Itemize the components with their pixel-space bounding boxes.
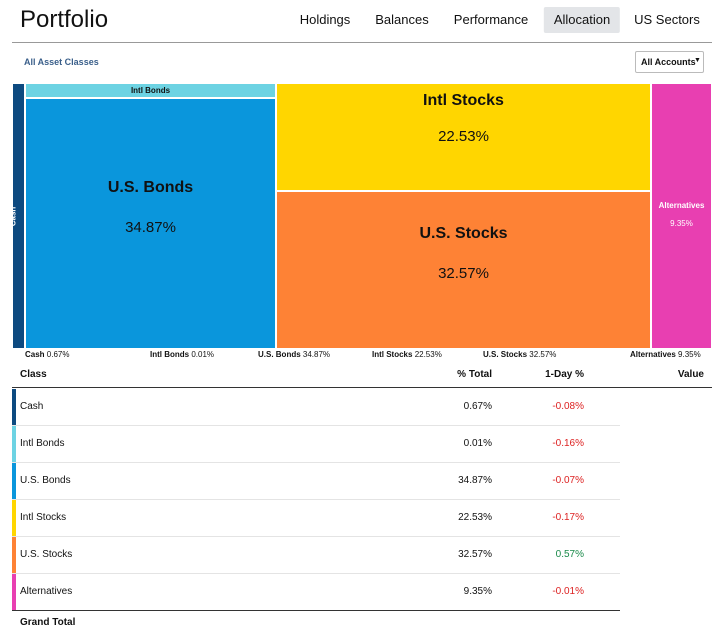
cell-class: U.S. Stocks — [20, 549, 73, 560]
legend-item: Intl Stocks 22.53% — [372, 350, 442, 359]
tile-label: Cash — [8, 206, 18, 227]
legend-value: 34.87% — [302, 350, 331, 359]
legend-name: Intl Stocks — [372, 350, 413, 359]
cell-class: Cash — [20, 401, 44, 412]
dropdown-label: All Accounts — [641, 57, 696, 67]
page-title: Portfolio — [20, 6, 109, 33]
nav-tab[interactable]: Performance — [453, 12, 529, 27]
legend-name: U.S. Bonds — [258, 350, 301, 359]
row-rule — [12, 610, 620, 611]
row-color-bar — [12, 574, 16, 610]
column-header[interactable]: Value — [677, 369, 704, 380]
cell-day-change: -0.07% — [552, 475, 584, 486]
table-rule — [12, 387, 712, 388]
cell-day-change: 0.57% — [555, 549, 584, 560]
tile-value: 34.87% — [125, 218, 176, 236]
nav-tab[interactable]: US Sectors — [634, 12, 700, 27]
legend-name: Intl Bonds — [150, 350, 190, 359]
row-rule — [12, 573, 620, 574]
cell-total: 9.35% — [463, 586, 492, 597]
row-color-bar — [12, 426, 16, 462]
nav-tab[interactable]: Allocation — [543, 7, 621, 33]
legend-value: 0.01% — [191, 350, 215, 359]
divider — [12, 42, 712, 43]
cell-day-change: -0.17% — [552, 512, 584, 523]
view-link[interactable]: All Asset Classes — [24, 57, 99, 67]
cell-day-change: -0.08% — [552, 401, 584, 412]
cell-class: Alternatives — [20, 586, 73, 597]
tile-value: 22.53% — [438, 128, 489, 145]
cell-total: 0.01% — [463, 438, 492, 449]
column-header: Class — [20, 369, 47, 380]
legend-item: Intl Bonds 0.01% — [150, 350, 214, 359]
column-header[interactable]: % Total — [457, 369, 492, 380]
cell-total: 32.57% — [458, 549, 492, 560]
row-rule — [12, 499, 620, 500]
legend-value: 9.35% — [678, 350, 701, 359]
cell-total: 0.67% — [463, 401, 492, 412]
tile-label: Intl Bonds — [130, 86, 171, 95]
dropdown-caret: ▼ — [694, 57, 701, 64]
legend-item: Cash 0.67% — [25, 350, 69, 359]
legend-value: 22.53% — [414, 350, 442, 359]
treemap-tile[interactable]: U.S. Stocks 32.57% — [276, 191, 651, 349]
column-header[interactable]: 1-Day % — [545, 369, 584, 380]
grand-total: Grand Total — [20, 617, 76, 628]
row-color-bar — [12, 389, 16, 425]
cell-day-change: -0.16% — [552, 438, 584, 449]
legend-name: Cash — [25, 350, 45, 359]
row-rule — [12, 462, 620, 463]
row-color-bar — [12, 537, 16, 573]
treemap-tile[interactable]: Intl Stocks 22.53% — [276, 83, 651, 191]
nav-tab[interactable]: Balances — [375, 12, 429, 27]
cell-class: Intl Stocks — [20, 512, 67, 523]
cell-day-change: -0.01% — [552, 586, 584, 597]
treemap: Cash Intl Bonds U.S. Bonds 34.87% Intl Stock… — [8, 83, 712, 349]
cell-class: U.S. Bonds — [20, 475, 71, 486]
treemap-tile[interactable]: Intl Bonds — [25, 83, 276, 98]
tile-value: 32.57% — [438, 265, 489, 282]
legend-value: 32.57% — [529, 350, 557, 359]
treemap-tile[interactable]: Alternatives 9.35% — [651, 83, 712, 349]
tile-value: 9.35% — [670, 219, 693, 228]
legend-item: Alternatives 9.35% — [630, 350, 701, 359]
tile-label: Intl Stocks — [423, 92, 504, 109]
nav-tab[interactable]: Holdings — [299, 12, 351, 27]
legend-value: 0.67% — [46, 350, 70, 359]
legend-name: Alternatives — [630, 350, 676, 359]
treemap-tile[interactable]: U.S. Bonds 34.87% — [25, 98, 276, 349]
row-rule — [12, 536, 620, 537]
cell-total: 34.87% — [458, 475, 492, 486]
cell-total: 22.53% — [458, 512, 492, 523]
row-color-bar — [12, 463, 16, 499]
row-rule — [12, 425, 620, 426]
cell-class: Intl Bonds — [20, 438, 65, 449]
treemap-tile[interactable]: Cash — [8, 83, 25, 349]
tile-label: U.S. Bonds — [107, 178, 194, 196]
accounts-dropdown[interactable]: All Accounts ▼ — [635, 51, 704, 73]
tile-label: U.S. Stocks — [419, 225, 508, 242]
legend-name: U.S. Stocks — [483, 350, 528, 359]
row-color-bar — [12, 500, 16, 536]
legend-item: U.S. Stocks 32.57% — [483, 350, 556, 359]
tile-label: Alternatives — [658, 201, 705, 210]
legend-item: U.S. Bonds 34.87% — [258, 350, 330, 359]
